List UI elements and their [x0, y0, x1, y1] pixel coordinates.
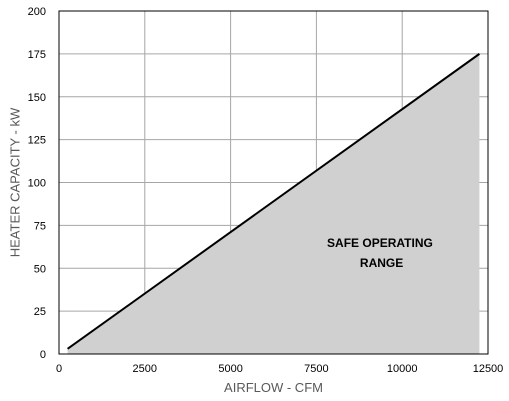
- y-tick-label: 175: [28, 49, 46, 61]
- max-capacity-line: [66, 53, 481, 350]
- x-axis-title: AIRFLOW - CFM: [224, 380, 323, 395]
- y-tick-label: 200: [28, 6, 46, 18]
- annotation-line-2: RANGE: [360, 256, 403, 270]
- x-tick-label: 12500: [473, 363, 504, 375]
- y-tick-labels: 0 25 50 75 100 125 150 175 200: [28, 6, 46, 361]
- x-tick-label: 10000: [387, 363, 418, 375]
- safe-operating-region: [67, 53, 480, 354]
- x-tick-label: 5000: [218, 363, 242, 375]
- x-tick-label: 2500: [133, 363, 157, 375]
- y-tick-label: 125: [28, 135, 46, 147]
- plot-area-border: [58, 10, 489, 355]
- y-axis-title: HEATER CAPACITY - kW: [7, 107, 22, 257]
- safe-operating-range-label: SAFE OPERATING RANGE: [327, 236, 436, 270]
- x-tick-labels: 0 2500 5000 7500 10000 12500: [56, 363, 503, 375]
- y-tick-label: 75: [34, 220, 46, 232]
- annotation-line-1: SAFE OPERATING: [327, 236, 433, 250]
- y-tick-label: 50: [34, 263, 46, 275]
- y-tick-label: 0: [40, 349, 46, 361]
- y-tick-label: 25: [34, 306, 46, 318]
- y-tick-label: 150: [28, 92, 46, 104]
- x-tick-label: 0: [56, 363, 62, 375]
- x-tick-label: 7500: [304, 363, 328, 375]
- y-tick-label: 100: [28, 178, 46, 190]
